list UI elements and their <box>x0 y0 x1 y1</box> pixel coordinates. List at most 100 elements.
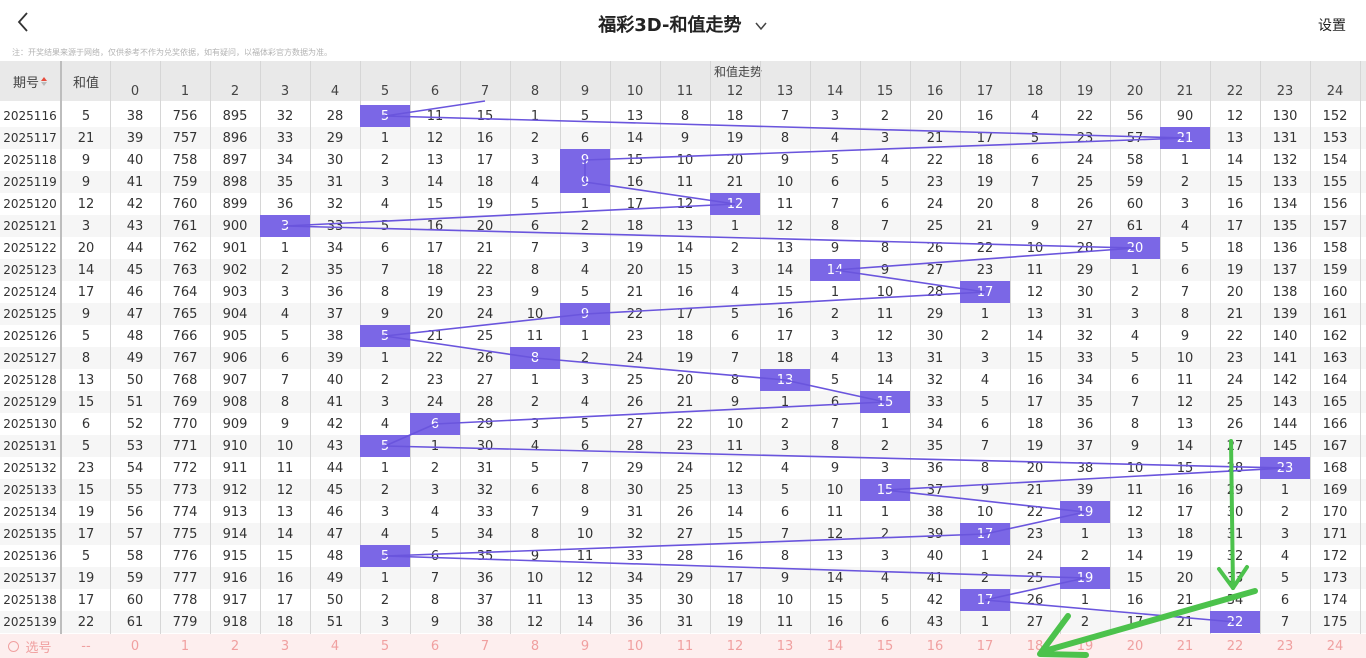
miss-count-cell: 61 <box>1126 218 1144 234</box>
miss-count-cell: 2 <box>1180 174 1190 190</box>
select-number-button[interactable]: 2 <box>230 638 240 654</box>
select-number-button[interactable]: 23 <box>1276 638 1294 654</box>
select-number-button[interactable]: 10 <box>626 638 644 654</box>
select-number-button[interactable]: 12 <box>726 638 744 654</box>
miss-count-cell: 32 <box>276 108 294 124</box>
period-header[interactable]: 期号 <box>0 61 60 101</box>
miss-count-cell: 3 <box>380 174 390 190</box>
miss-count-cell: 16 <box>626 174 644 190</box>
miss-count-cell: 162 <box>1322 328 1348 344</box>
miss-count-cell: 21 <box>726 174 744 190</box>
hit-cell: 17 <box>960 523 1010 545</box>
miss-count-cell: 18 <box>726 592 744 608</box>
select-number-button[interactable]: 15 <box>876 638 894 654</box>
miss-count-cell: 11 <box>526 592 544 608</box>
miss-count-cell: 19 <box>426 284 444 300</box>
miss-count-cell: 11 <box>1126 482 1144 498</box>
miss-count-cell: 7 <box>280 372 290 388</box>
miss-count-cell: 143 <box>1272 394 1298 410</box>
select-number-button[interactable]: 14 <box>826 638 844 654</box>
select-number-button[interactable]: 21 <box>1176 638 1194 654</box>
select-number-button[interactable]: 16 <box>926 638 944 654</box>
miss-count-cell: 22 <box>676 416 694 432</box>
miss-count-cell: 3 <box>880 460 890 476</box>
select-number-button[interactable]: 17 <box>976 638 994 654</box>
miss-count-cell: 35 <box>1076 394 1094 410</box>
miss-count-cell: 24 <box>476 306 494 322</box>
miss-count-cell: 3 <box>380 394 390 410</box>
miss-count-cell: 27 <box>926 262 944 278</box>
miss-count-cell: 36 <box>476 570 494 586</box>
select-number-button[interactable]: 6 <box>430 638 440 654</box>
miss-count-cell: 12 <box>526 614 544 630</box>
hit-cell: 14 <box>810 259 860 281</box>
select-number-button[interactable]: 18 <box>1026 638 1044 654</box>
miss-count-cell: 36 <box>626 614 644 630</box>
select-number-button[interactable]: 22 <box>1226 638 1244 654</box>
column-divider <box>1010 61 1011 658</box>
miss-count-cell: 26 <box>476 350 494 366</box>
select-number-button[interactable]: 3 <box>280 638 290 654</box>
miss-count-cell: 769 <box>172 394 198 410</box>
miss-count-cell: 1 <box>880 504 890 520</box>
miss-count-cell: 8 <box>530 262 540 278</box>
miss-count-cell: 49 <box>126 350 144 366</box>
miss-count-cell: 5 <box>830 152 840 168</box>
miss-count-cell: 29 <box>326 130 344 146</box>
select-number-button[interactable]: 7 <box>480 638 490 654</box>
period-cell: 2025126 <box>3 329 57 343</box>
miss-count-cell: 33 <box>926 394 944 410</box>
select-number-button[interactable]: 11 <box>676 638 694 654</box>
miss-count-cell: 47 <box>126 306 144 322</box>
miss-count-cell: 140 <box>1272 328 1298 344</box>
radio-circle-icon[interactable] <box>8 640 20 652</box>
column-divider <box>960 61 961 658</box>
title-dropdown[interactable]: 福彩3D-和值走势 <box>598 11 768 37</box>
sum-cell: 17 <box>77 592 95 608</box>
back-chevron-icon[interactable] <box>10 8 38 36</box>
miss-count-cell: 6 <box>1280 592 1290 608</box>
miss-count-cell: 2 <box>1130 284 1140 300</box>
top-bar: 福彩3D-和值走势 设置 <box>0 0 1366 46</box>
miss-count-cell: 17 <box>1176 504 1194 520</box>
column-header: 19 <box>1076 83 1094 99</box>
column-header: 0 <box>130 83 140 99</box>
miss-count-cell: 13 <box>426 152 444 168</box>
select-number-button[interactable]: 0 <box>130 638 140 654</box>
miss-count-cell: 899 <box>222 196 248 212</box>
miss-count-cell: 9 <box>1180 328 1190 344</box>
hit-cell: 19 <box>1060 501 1110 523</box>
select-number-button[interactable]: 13 <box>776 638 794 654</box>
miss-count-cell: 6 <box>1180 262 1190 278</box>
select-number-button[interactable]: 4 <box>330 638 340 654</box>
miss-count-cell: 1 <box>380 350 390 366</box>
sort-arrows-icon[interactable] <box>41 76 47 86</box>
miss-count-cell: 20 <box>726 152 744 168</box>
miss-count-cell: 4 <box>1030 108 1040 124</box>
select-number-label[interactable]: 选号 <box>0 634 60 658</box>
select-number-button[interactable]: 19 <box>1076 638 1094 654</box>
miss-count-cell: 6 <box>980 416 990 432</box>
miss-count-cell: 4 <box>530 438 540 454</box>
select-number-button[interactable]: 20 <box>1126 638 1144 654</box>
miss-count-cell: 42 <box>126 196 144 212</box>
miss-count-cell: 6 <box>1130 372 1140 388</box>
select-number-button[interactable]: 1 <box>180 638 190 654</box>
period-cell: 2025117 <box>3 131 57 145</box>
miss-count-cell: 907 <box>222 372 248 388</box>
select-number-button[interactable]: 24 <box>1326 638 1344 654</box>
column-header: 8 <box>530 83 540 99</box>
miss-count-cell: 773 <box>172 482 198 498</box>
select-number-button[interactable]: 9 <box>580 638 590 654</box>
select-number-button[interactable]: 5 <box>380 638 390 654</box>
sum-cell: 5 <box>81 108 91 124</box>
miss-count-cell: 7 <box>1180 284 1190 300</box>
miss-count-cell: 909 <box>222 416 248 432</box>
settings-button[interactable]: 设置 <box>1318 18 1346 34</box>
miss-count-cell: 1 <box>1080 526 1090 542</box>
miss-count-cell: 918 <box>222 614 248 630</box>
miss-count-cell: 13 <box>576 592 594 608</box>
column-header: 12 <box>726 83 744 99</box>
select-number-button[interactable]: 8 <box>530 638 540 654</box>
period-cell: 2025125 <box>3 307 57 321</box>
